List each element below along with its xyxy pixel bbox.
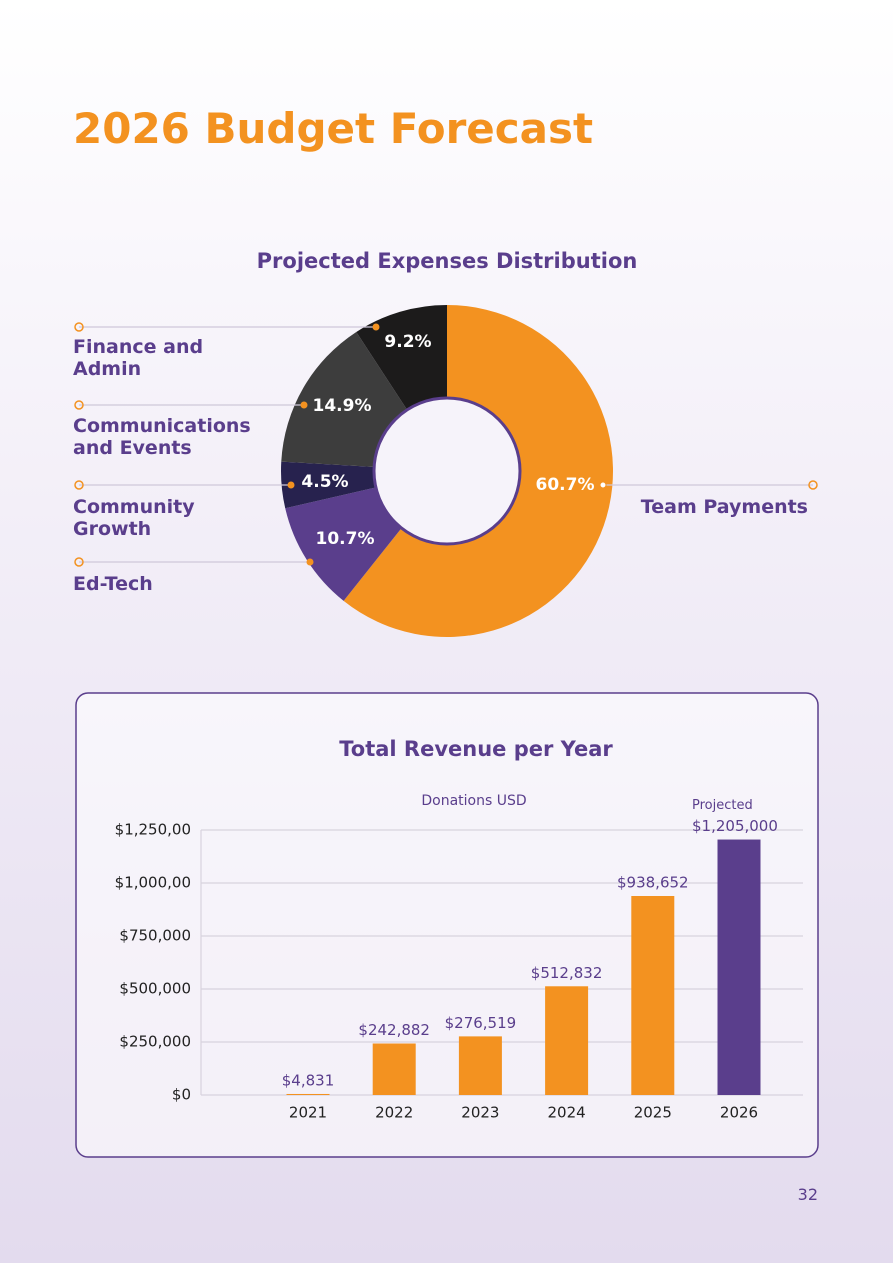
bar — [372, 1043, 416, 1095]
bar-subtitle: Donations USD — [421, 793, 526, 809]
value-label: $512,832 — [531, 964, 603, 982]
y-tick-label: $750,000 — [119, 927, 191, 945]
bar — [717, 839, 761, 1095]
y-tick-label: $0 — [172, 1086, 191, 1104]
x-tick-label: 2022 — [375, 1104, 413, 1122]
leader-dot — [287, 481, 295, 489]
leader-end — [74, 557, 84, 567]
leader-end — [808, 480, 818, 490]
slice-label: 4.5% — [301, 472, 348, 492]
leader-dot — [300, 401, 308, 409]
category-label: Finance and Admin — [73, 336, 204, 380]
x-tick-label: 2021 — [289, 1104, 327, 1122]
donut-title: Projected Expenses Distribution — [257, 249, 638, 273]
x-tick-label: 2024 — [548, 1104, 586, 1122]
page-title: 2026 Budget Forecast — [73, 104, 594, 153]
y-tick-label: $1,250,00 — [115, 821, 191, 839]
bar — [545, 986, 589, 1095]
y-tick-label: $1,000,00 — [115, 874, 191, 892]
category-label: Community Growth — [73, 496, 195, 540]
slice-label: 10.7% — [316, 529, 375, 549]
page-number: 32 — [797, 1185, 818, 1204]
slice-label: 14.9% — [313, 396, 372, 416]
x-tick-label: 2025 — [634, 1104, 672, 1122]
value-label: $938,652 — [617, 874, 689, 892]
bar — [631, 896, 675, 1095]
x-tick-label: 2026 — [720, 1104, 758, 1122]
bar — [458, 1036, 502, 1095]
leader-dot — [599, 481, 607, 489]
category-label: Communications and Events — [73, 415, 251, 459]
annotation: Projected — [692, 798, 753, 813]
value-label: $4,831 — [282, 1071, 335, 1089]
value-label: $276,519 — [445, 1014, 517, 1032]
bar — [286, 1093, 330, 1095]
x-tick-label: 2023 — [461, 1104, 499, 1122]
leader-end — [74, 322, 84, 332]
donut-hole — [372, 396, 522, 546]
value-label: $1,205,000 — [692, 817, 778, 835]
slice-label: 60.7% — [536, 475, 595, 495]
category-label: Ed-Tech — [73, 573, 153, 595]
value-label: $242,882 — [358, 1021, 430, 1039]
y-tick-label: $500,000 — [119, 980, 191, 998]
leader-end — [74, 480, 84, 490]
leader-dot — [372, 323, 380, 331]
leader-end — [74, 400, 84, 410]
bar-title: Total Revenue per Year — [339, 737, 613, 761]
leader-dot — [306, 558, 314, 566]
slice-label: 9.2% — [384, 332, 431, 352]
y-tick-label: $250,000 — [119, 1033, 191, 1051]
category-label: Team Payments — [640, 496, 808, 518]
